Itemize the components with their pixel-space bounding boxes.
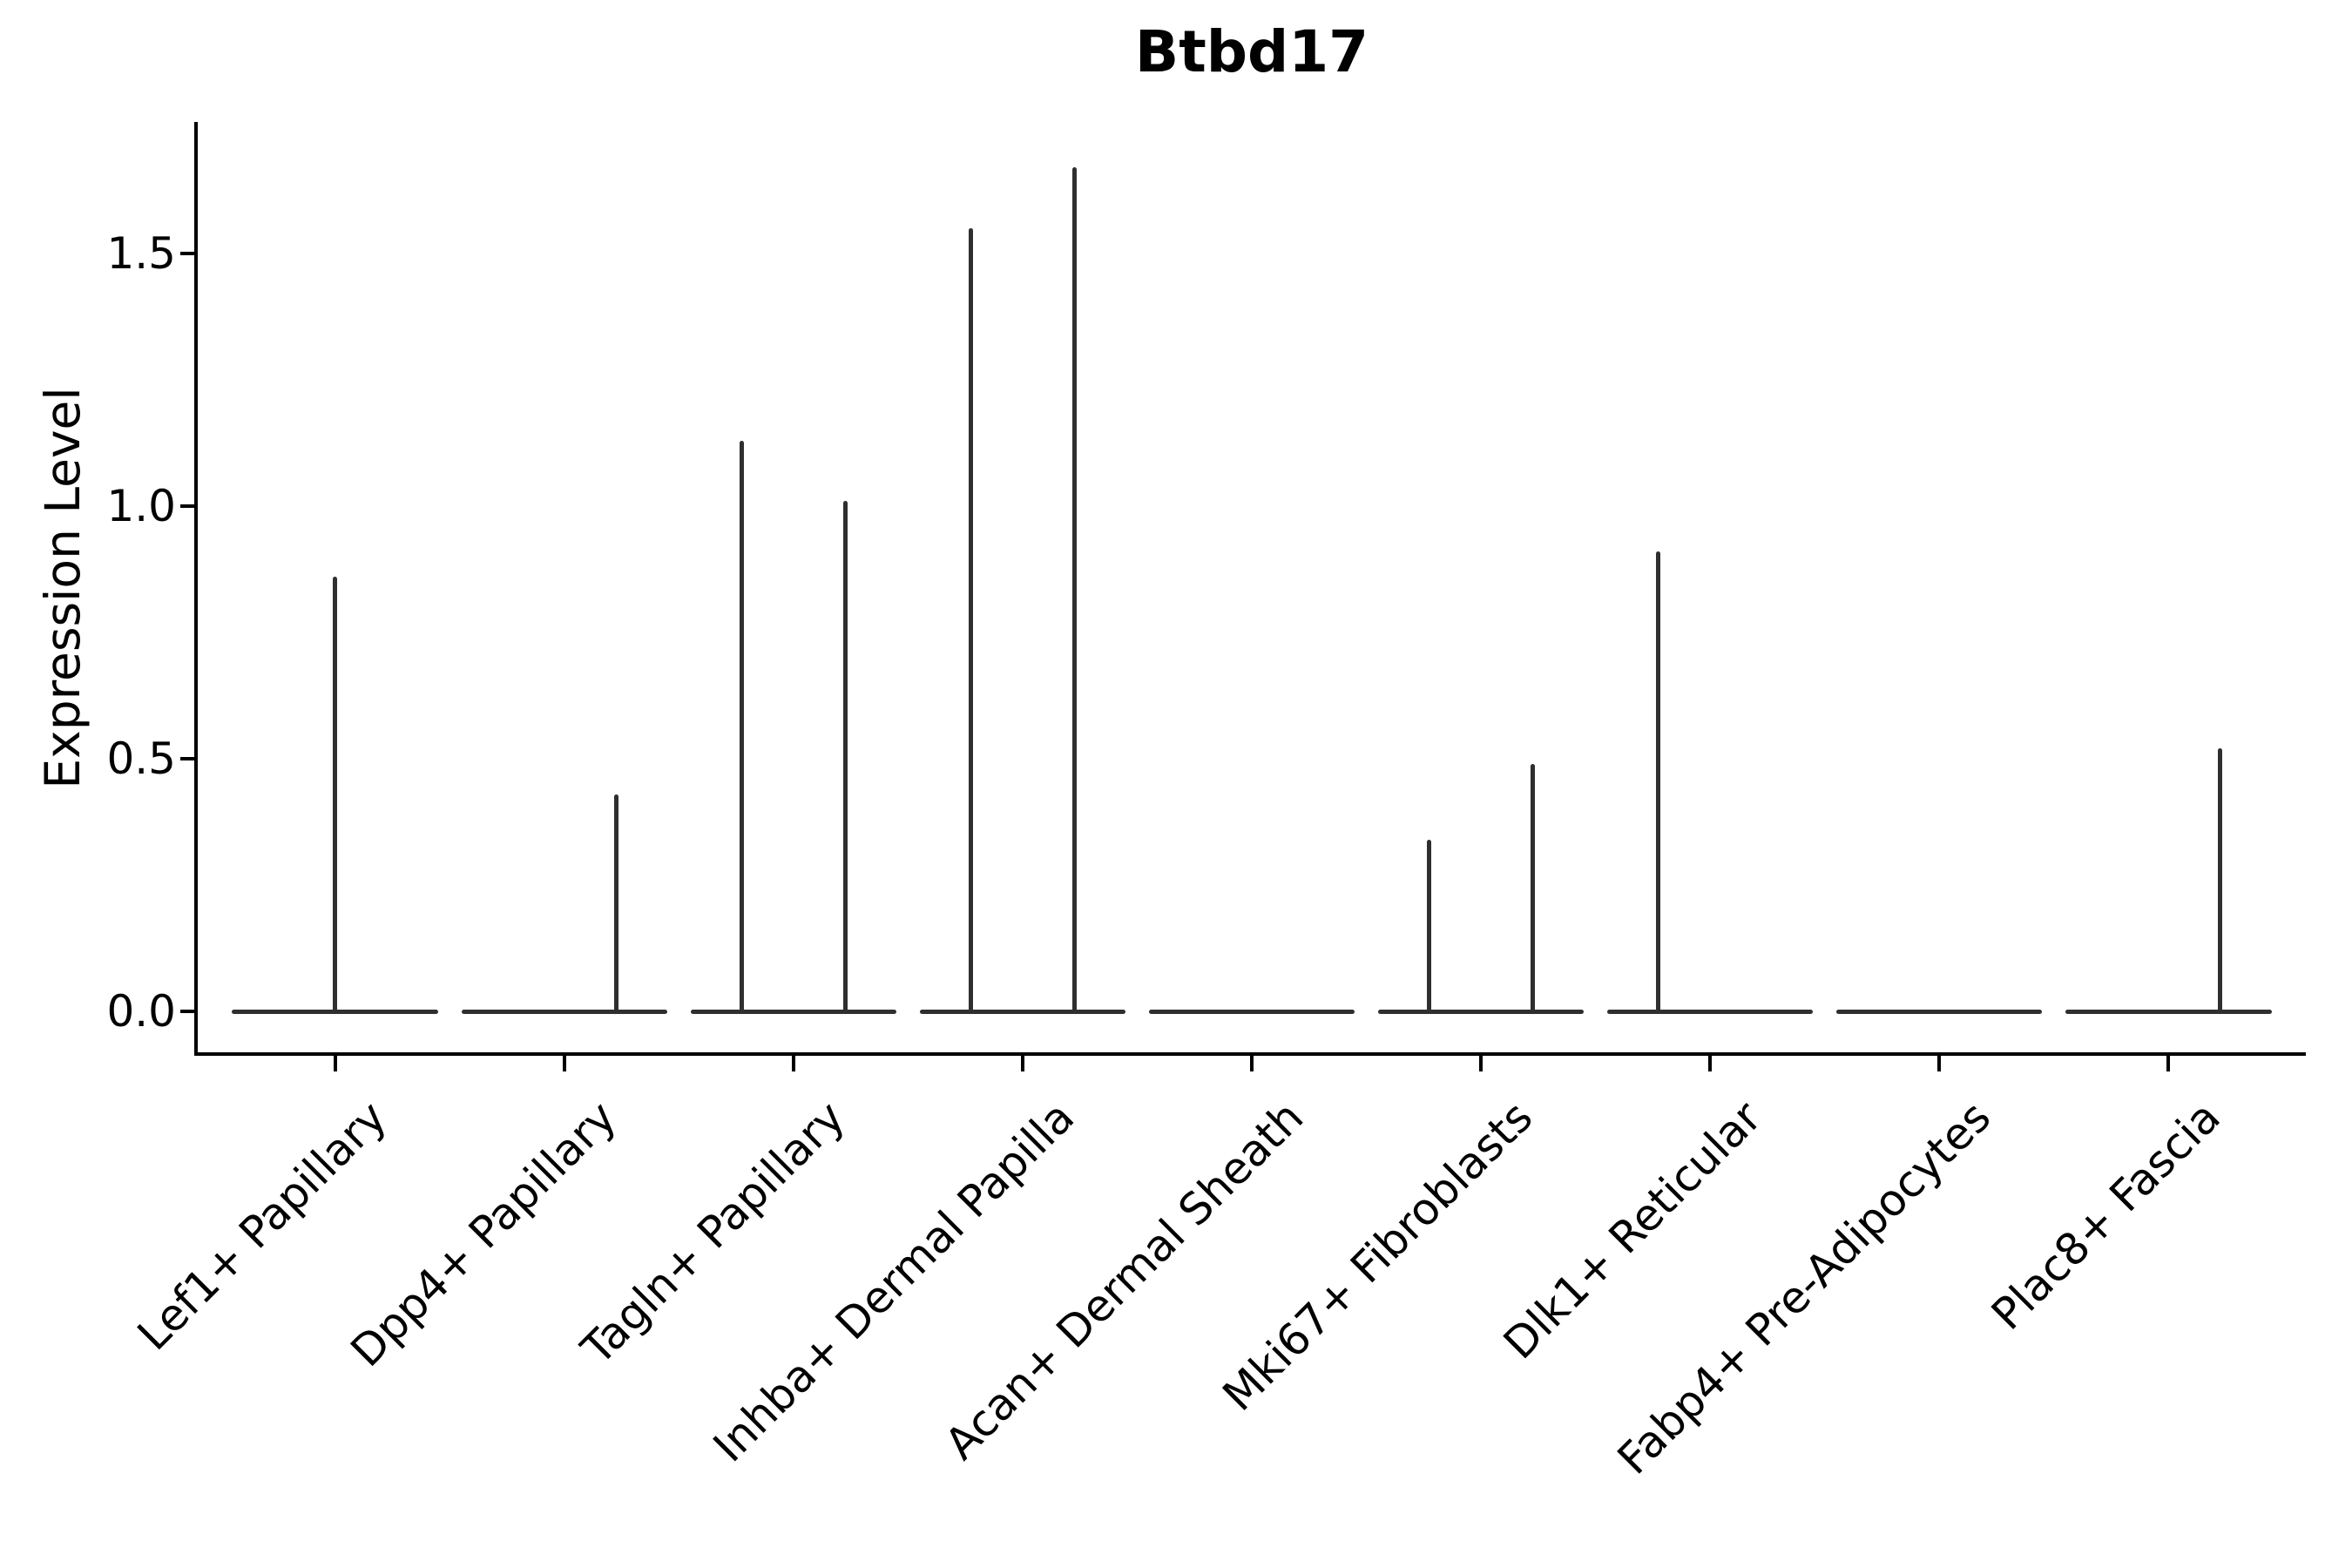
y-tick-mark [180,504,196,508]
violin-spike [333,577,338,1014]
x-tick-mark [1250,1056,1254,1071]
y-tick-mark [180,252,196,255]
y-axis-line [194,122,198,1056]
x-tick-mark [562,1056,566,1071]
x-tick-mark [1020,1056,1024,1071]
violin-baseline [1377,1010,1585,1014]
violin-spike [1427,839,1432,1014]
x-tick-mark [1937,1056,1942,1071]
x-tick-mark [1479,1056,1484,1071]
violin-spike [842,501,848,1014]
x-tick-mark [2166,1056,2171,1071]
x-tick-mark [791,1056,795,1071]
violin-spike [1530,763,1535,1014]
y-tick-label: 0.5 [106,733,176,784]
violin-spike [740,440,745,1014]
violin-baseline [919,1010,1126,1014]
x-tick-mark [1708,1056,1713,1071]
violin-spike [969,228,974,1014]
violin-baseline [1606,1010,1814,1014]
y-tick-label: 0.0 [106,986,176,1037]
plot-title: Btbd17 [1134,18,1369,85]
violin-spike [1656,551,1661,1014]
y-axis-label: Expression Level [35,387,91,789]
violin-baseline [690,1010,897,1014]
violin-baseline [1148,1010,1355,1014]
y-tick-label: 1.5 [106,228,176,279]
y-tick-mark [180,1010,196,1013]
x-axis-category-label: Lef1+ Papillary [127,1092,397,1361]
violin-baseline [461,1010,668,1014]
x-axis-line [194,1052,2306,1056]
y-tick-mark [180,757,196,760]
x-axis-category-label: Dlk1+ Reticular [1494,1092,1772,1369]
y-tick-label: 1.0 [106,481,176,531]
x-axis-category-label: Fabp4+ Pre-Adipocytes [1607,1092,2001,1484]
violin-spike [613,794,618,1014]
violin-spike [2217,748,2222,1014]
x-axis-category-label: Plac8+ Fascia [1981,1092,2230,1340]
x-tick-mark [333,1056,337,1071]
violin-spike [1071,167,1077,1014]
violin-baseline [2065,1010,2272,1014]
violin-baseline [1835,1010,2043,1014]
